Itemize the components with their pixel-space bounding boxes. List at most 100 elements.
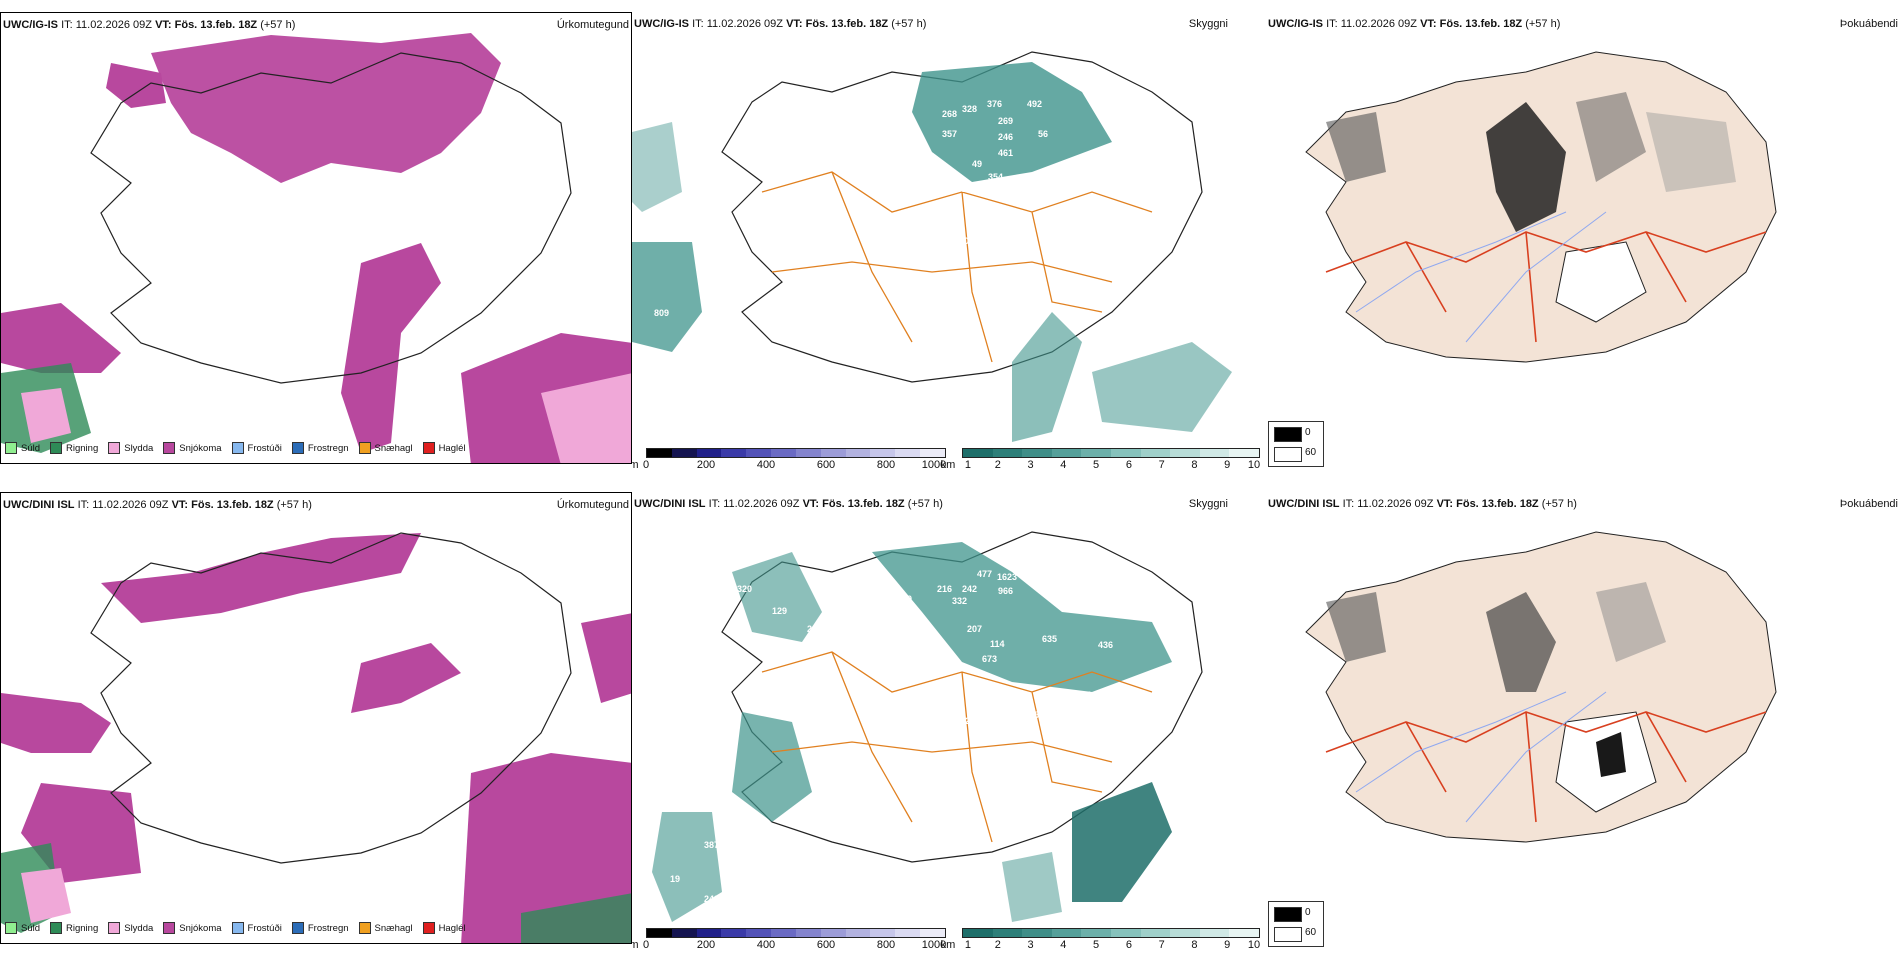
header-info: UWC/IG-IS IT: 11.02.2026 09Z VT: Fös. 13…	[634, 18, 927, 30]
colorbar-tick: 3	[1027, 939, 1034, 951]
cloud-base-label: 673	[982, 654, 997, 664]
legend-swatch	[291, 922, 304, 934]
legend-item: Snjókoma	[163, 922, 222, 934]
cloud-base-label: 537	[998, 194, 1013, 204]
cloud-base-label: 966	[998, 586, 1013, 596]
colorbar-tick: 600	[816, 459, 836, 471]
cloud-base-label: 20	[965, 716, 975, 726]
colorbar-tick: 1	[964, 939, 972, 951]
cloud-base-label: 441	[1086, 690, 1101, 700]
cloud-base-label: 378	[726, 852, 741, 862]
cloud-base-label: 242	[704, 894, 719, 904]
sleet-area	[21, 388, 71, 443]
visibility-area	[1002, 852, 1062, 922]
legend-item: Súld	[5, 922, 40, 934]
legend-swatch	[358, 442, 371, 454]
cloud-base-label: 1	[810, 644, 815, 654]
legend-item: Slydda	[108, 442, 153, 454]
road-network	[761, 651, 1153, 843]
init-time: 11.02.2026 09Z	[92, 499, 169, 511]
legend-swatch	[422, 442, 435, 454]
legend-swatch	[1274, 927, 1302, 942]
cloud-base-label: 729	[1068, 690, 1083, 700]
colorbar-gradient	[646, 928, 946, 938]
init-time: 11.02.2026 09Z	[1340, 18, 1417, 30]
legend-swatch	[231, 442, 244, 454]
init-time: 11.02.2026 09Z	[75, 19, 152, 31]
cloud-base-label: 207	[967, 624, 982, 634]
cloud-panel-bottom: 320 129 23 1 70 216 242 477 1623 966 332…	[632, 492, 1264, 957]
cloud-base-label: 268	[942, 109, 957, 119]
header-info: UWC/DINI ISL IT: 11.02.2026 09Z VT: Fös.…	[1268, 498, 1577, 510]
colorbar-tick: 1000	[921, 459, 947, 471]
fog-index-area	[1596, 582, 1666, 662]
fog-map-top	[1305, 51, 1777, 363]
panel-title: Úrkomutegund	[556, 19, 629, 31]
iceland-outline	[90, 532, 572, 864]
legend-swatch	[291, 442, 304, 454]
colorbar-unit: km	[940, 939, 956, 951]
snow-area	[101, 533, 421, 623]
lead-time: (+57 h)	[1541, 498, 1577, 510]
valid-time: Fös. 13.feb. 18Z	[174, 19, 258, 31]
legend-item: Slydda	[108, 922, 153, 934]
cloud-base-label: 436	[1098, 640, 1113, 650]
cloud-base-label: 2	[1182, 646, 1187, 656]
colorbar-tick: 800	[876, 939, 896, 951]
legend-item: Haglél	[422, 922, 466, 934]
colorbar-tick: 7	[1158, 459, 1165, 471]
colorbar-gradient	[962, 448, 1260, 458]
precip-panel-top: UWC/IG-IS IT: 11.02.2026 09Z VT: Fös. 13…	[0, 12, 632, 464]
header-info: UWC/IG-IS IT: 11.02.2026 09Z VT: Fös. 13…	[3, 19, 296, 31]
valid-time: Fös. 13.feb. 18Z	[1456, 498, 1539, 510]
colorbar-tick: 1	[964, 459, 972, 471]
iceland-outline	[90, 52, 572, 384]
legend-swatch	[5, 922, 17, 934]
colorbar-unit: km	[940, 459, 956, 471]
precip-panel-bottom: UWC/DINI ISL IT: 11.02.2026 09Z VT: Fös.…	[0, 492, 632, 944]
cloud-base-label: 11	[666, 384, 676, 394]
legend-swatch	[422, 922, 435, 934]
cloud-base-label: 332	[952, 596, 967, 606]
visibility-area	[872, 542, 1172, 692]
visibility-colorbar: km 1 2 3 4 5 6 7 8 9 10	[941, 928, 1260, 951]
colorbar-tick: 0	[642, 939, 650, 951]
cloud-base-label: 269	[998, 116, 1013, 126]
init-time: 11.02.2026 09Z	[723, 498, 800, 510]
legend-item: Snjókoma	[163, 442, 222, 454]
cloud-base-label: 19	[670, 874, 680, 884]
snow-area	[1, 693, 111, 753]
snow-area	[151, 33, 501, 183]
cloud-base-label: 461	[998, 148, 1013, 158]
colorbar-tick: 3	[1027, 459, 1034, 471]
colorbar-tick: 7	[1158, 939, 1165, 951]
visibility-area	[1092, 342, 1232, 432]
colorbar-tick: 800	[876, 459, 896, 471]
colorbar-unit: m	[632, 459, 639, 471]
colorbar-tick: 200	[696, 939, 716, 951]
legend-item: Snæhagl	[358, 442, 413, 454]
snow-area	[341, 243, 441, 453]
cloud-base-label: 387	[704, 840, 719, 850]
cloud-panel-top: 202 15 12 9 268 328 376 492 269 357 246 …	[632, 12, 1264, 477]
snow-area	[461, 753, 631, 943]
legend-item: Frostúði	[231, 922, 282, 934]
colorbar-gradient	[646, 448, 946, 458]
panel-title: Þokuábendi	[1839, 18, 1898, 30]
fog-index-area	[1326, 112, 1386, 182]
colorbar-gradient	[962, 928, 1260, 938]
snow-area	[581, 613, 631, 703]
valid-time: Fös. 13.feb. 18Z	[805, 18, 889, 30]
valid-time: Fös. 13.feb. 18Z	[822, 498, 905, 510]
panel-title: Úrkomutegund	[556, 499, 629, 511]
visibility-area	[912, 62, 1112, 182]
cloud-base-label: 635	[1042, 634, 1057, 644]
cloud-base-label: 114	[990, 639, 1005, 649]
visibility-area	[652, 812, 722, 922]
legend-swatch	[108, 442, 121, 454]
cloud-base-label: 246	[998, 132, 1013, 142]
cloud-base-label: 267	[1052, 694, 1067, 704]
legend-swatch	[163, 442, 176, 454]
precip-map-bottom	[1, 532, 631, 943]
legend-item: Haglél	[422, 442, 466, 454]
